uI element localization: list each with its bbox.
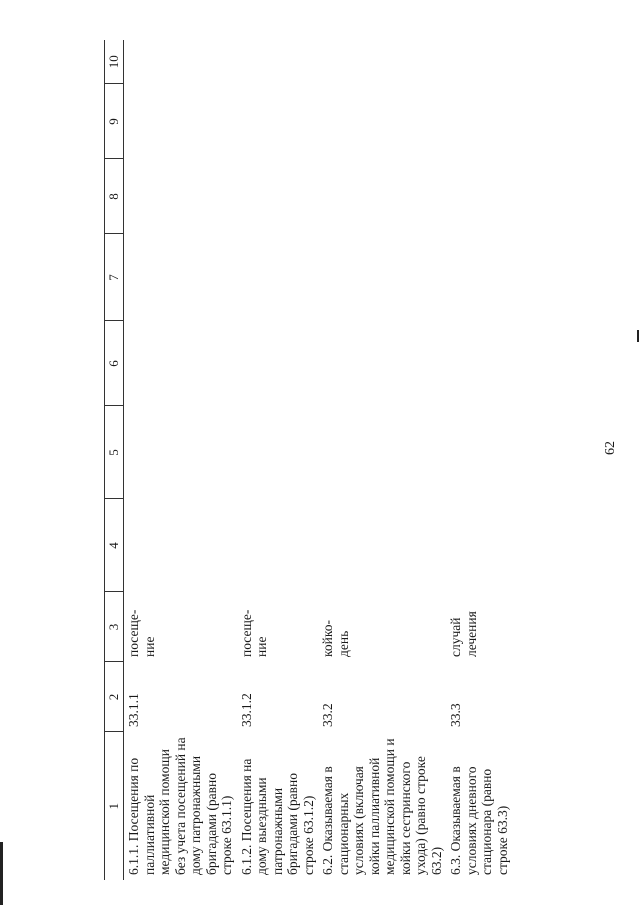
row-code: 33.3	[448, 703, 463, 727]
header-row: 1 2 3 4 5 6 7 8 9 10	[104, 40, 124, 880]
column-header-3: 3	[104, 592, 124, 662]
column-header-10: 10	[104, 40, 124, 84]
table-row: 6.1.1. Посещения по паллиативной медицин…	[124, 40, 237, 880]
column-header-6: 6	[104, 321, 124, 406]
column-header-8: 8	[104, 159, 124, 234]
right-edge-mark	[637, 330, 639, 342]
row-code: 33.2	[320, 703, 335, 727]
row-name: 6.2. Оказываемая в стационарных условиях…	[320, 738, 444, 875]
column-header-4: 4	[104, 499, 124, 592]
row-code: 33.1.2	[238, 693, 254, 727]
row-unit: посеще-ние	[126, 609, 157, 657]
column-header-5: 5	[104, 406, 124, 499]
page-number: 62	[603, 441, 618, 455]
column-header-2: 2	[104, 662, 124, 732]
table-row: 6.3. Оказываемая в условиях дневного ста…	[446, 40, 512, 880]
column-header-7: 7	[104, 234, 124, 321]
column-header-1: 1	[104, 732, 124, 880]
row-code: 33.1.1	[126, 693, 141, 727]
table-row: 6.2. Оказываемая в стационарных условиях…	[318, 40, 446, 880]
column-header-9: 9	[104, 84, 124, 159]
row-name: 6.3. Оказываемая в условиях дневного ста…	[448, 766, 510, 875]
row-name: 6.1.1. Посещения по паллиативной медицин…	[126, 737, 234, 875]
row-unit: койко-день	[320, 620, 351, 657]
table-row: 6.1.2. Посещения на дому выездными патро…	[237, 40, 319, 880]
row-unit: посеще-ние	[238, 609, 270, 657]
data-table: 1 2 3 4 5 6 7 8 9 10 6.1.1. Посещения по…	[104, 40, 512, 880]
left-edge-mark	[0, 842, 3, 905]
row-unit: случай лечения	[448, 611, 479, 657]
row-name: 6.1.2. Посещения на дому выездными патро…	[238, 758, 316, 875]
rotated-table-sheet: 1 2 3 4 5 6 7 8 9 10 6.1.1. Посещения по…	[104, 40, 594, 880]
